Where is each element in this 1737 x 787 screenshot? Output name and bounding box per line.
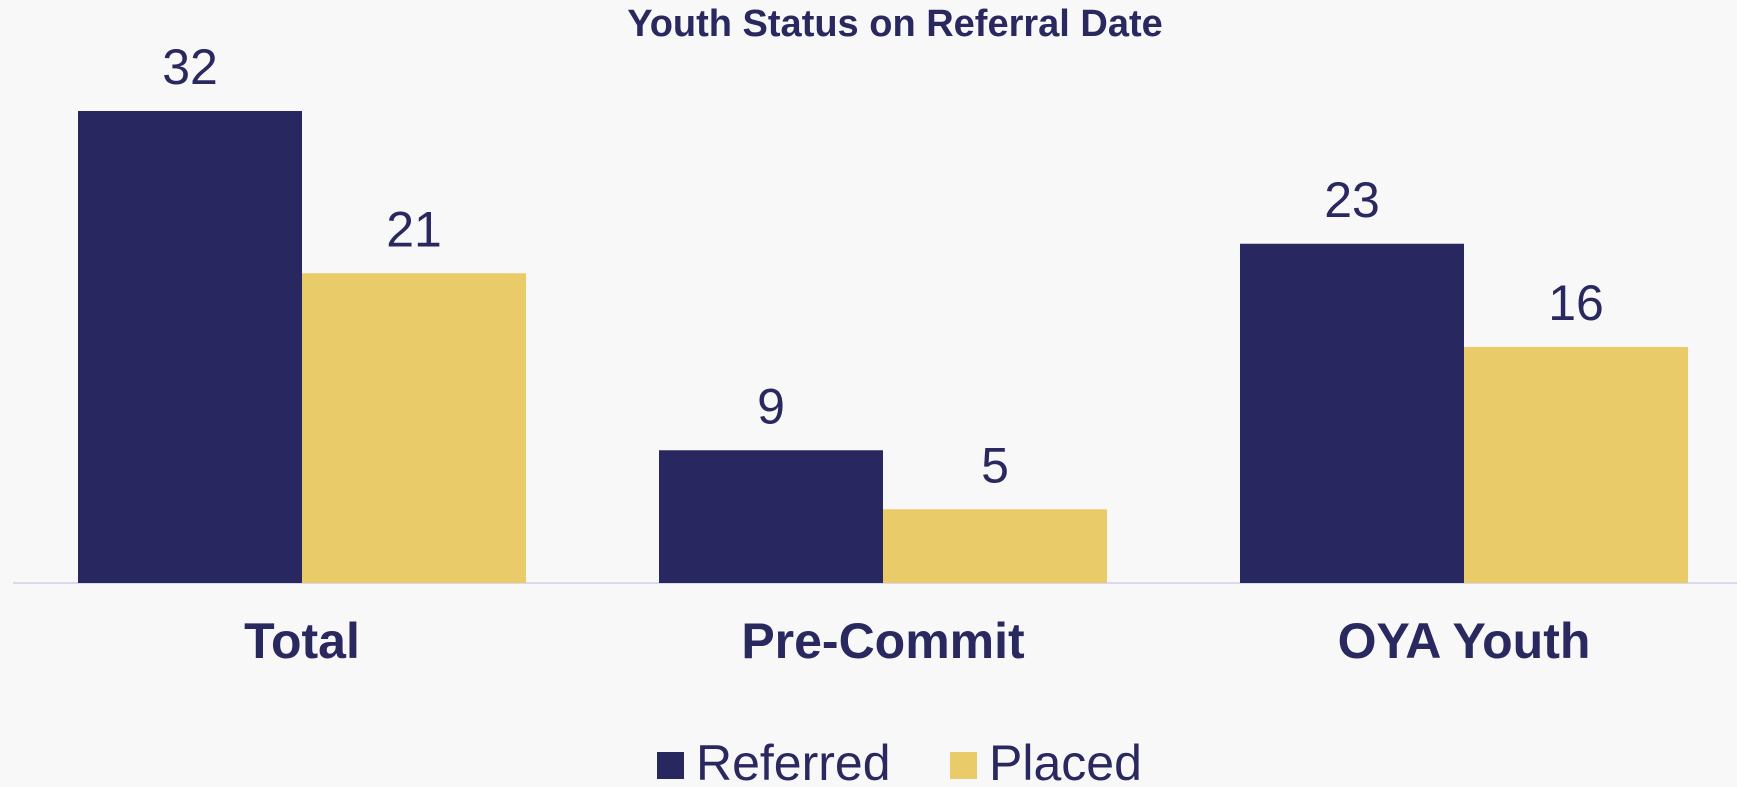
- bar: [302, 273, 526, 583]
- x-tick-label: OYA Youth: [1338, 613, 1591, 669]
- bar: [659, 450, 883, 583]
- data-label: 23: [1324, 172, 1380, 228]
- bar: [78, 111, 302, 583]
- bar: [1464, 347, 1688, 583]
- data-label: 5: [981, 437, 1009, 493]
- bar: [1240, 243, 1464, 583]
- data-label: 32: [162, 39, 218, 95]
- x-tick-label: Pre-Commit: [741, 613, 1025, 669]
- legend-swatch: [657, 752, 684, 779]
- data-label: 16: [1548, 275, 1604, 331]
- data-label: 9: [757, 378, 785, 434]
- data-label: 21: [386, 201, 442, 257]
- bar: [883, 509, 1107, 583]
- legend-label: Placed: [989, 735, 1142, 787]
- legend-label: Referred: [696, 735, 891, 787]
- x-tick-label: Total: [244, 613, 360, 669]
- chart-title: Youth Status on Referral Date: [627, 3, 1163, 45]
- legend-swatch: [950, 752, 977, 779]
